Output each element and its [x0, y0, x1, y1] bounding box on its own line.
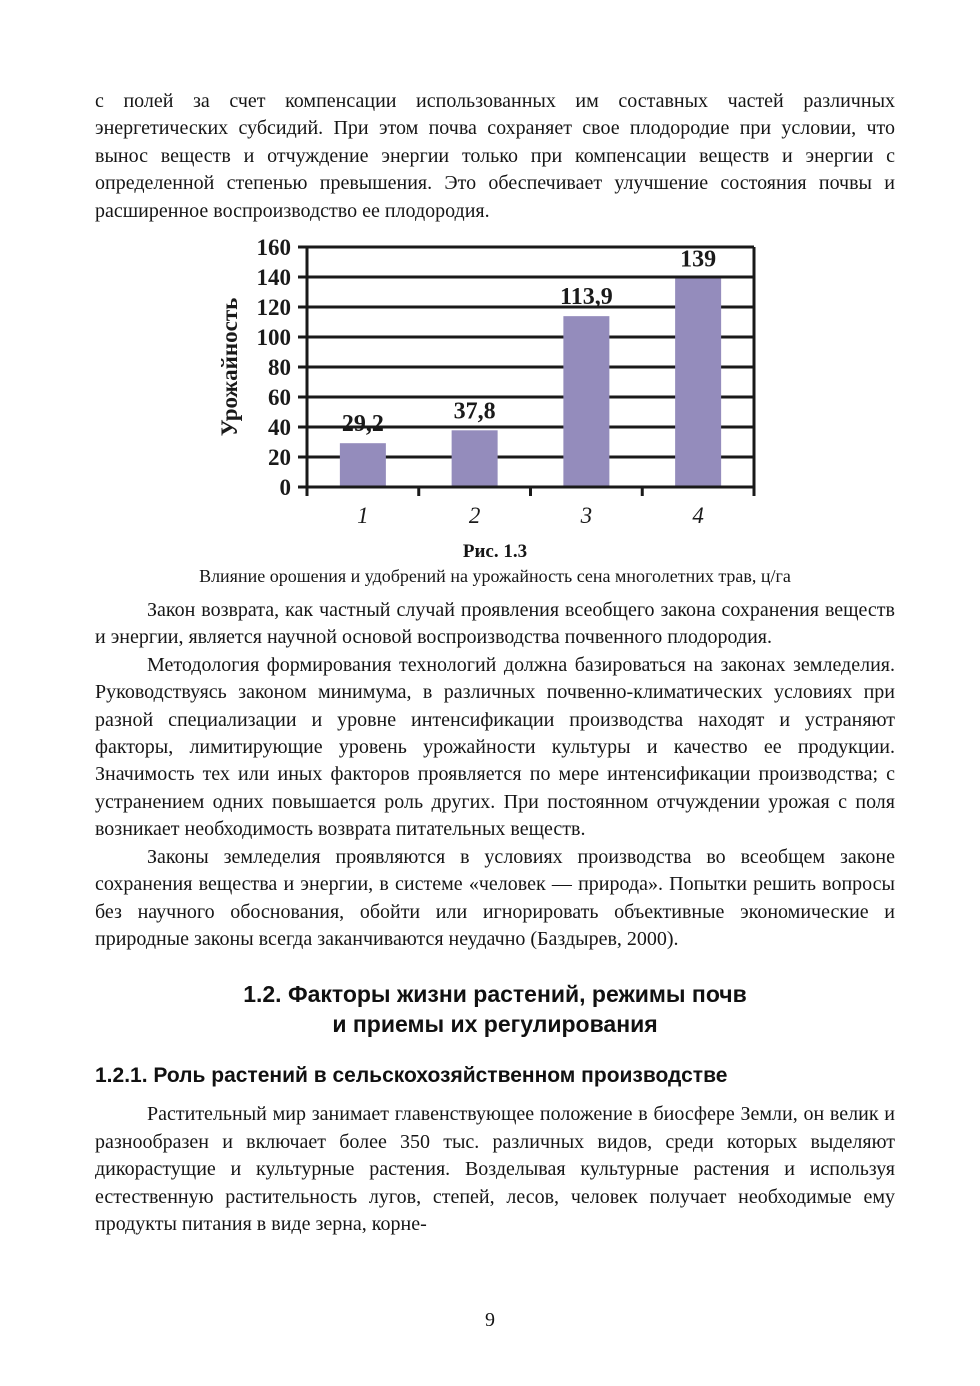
bar: [339, 443, 386, 488]
section-heading-line-1: 1.2. Факторы жизни растений, режимы почв: [243, 981, 747, 1008]
subsection-heading: 1.2.1. Роль растений в сельскохозяйствен…: [95, 1064, 728, 1088]
section-heading: 1.2. Факторы жизни растений, режимы почв…: [95, 979, 895, 1039]
figure-caption: Влияние орошения и удобрений на урожайно…: [199, 566, 791, 587]
x-category-label: 4: [692, 503, 704, 528]
y-tick-label: 100: [257, 325, 292, 350]
y-tick-label: 160: [257, 235, 292, 260]
y-axis-label: Урожайность: [219, 298, 242, 437]
page-number: 9: [485, 1309, 495, 1331]
y-tick-label: 140: [257, 265, 292, 290]
bar-value-label: 37,8: [454, 398, 496, 424]
x-category-label: 1: [357, 503, 369, 528]
bar: [563, 316, 610, 488]
page-content: с полей за счет компенсации использованн…: [95, 90, 895, 1235]
paragraph: Методология формирования технологий долж…: [95, 653, 895, 841]
yield-bar-chart: 0 20 40 60 80 100 120 140 160 29,2 1 37,8 2 113,9 3 139…: [219, 235, 756, 528]
y-tick-label: 60: [268, 385, 291, 410]
y-tick-label: 0: [280, 475, 292, 500]
paragraph: Закон возврата, как частный случай прояв…: [95, 599, 895, 649]
paragraph: Растительный мир занимает главенствующее…: [95, 1103, 895, 1235]
paragraph: Законы земледелия проявляются в условиях…: [95, 845, 895, 950]
x-category-label: 3: [580, 503, 593, 528]
bar-value-label: 29,2: [342, 411, 384, 437]
bar-value-label: 113,9: [560, 284, 613, 310]
bar: [675, 278, 722, 488]
y-tick-label: 40: [268, 415, 291, 440]
paragraph-continuation: с полей за счет компенсации использованн…: [95, 90, 895, 222]
bar: [451, 430, 498, 488]
y-tick-label: 20: [268, 445, 291, 470]
bar-value-label: 139: [680, 247, 716, 273]
figure-1-3: 0 20 40 60 80 100 120 140 160 29,2 1 37,8 2 113,9 3 139…: [95, 235, 895, 587]
section-heading-line-2: и приемы их регулирования: [332, 1011, 658, 1038]
figure-label: Рис. 1.3: [462, 541, 528, 563]
x-category-label: 2: [469, 503, 481, 528]
figure-caption-block: Рис. 1.3 Влияние орошения и удобрений на…: [95, 541, 895, 587]
y-tick-label: 120: [257, 295, 292, 320]
y-tick-label: 80: [268, 355, 291, 380]
